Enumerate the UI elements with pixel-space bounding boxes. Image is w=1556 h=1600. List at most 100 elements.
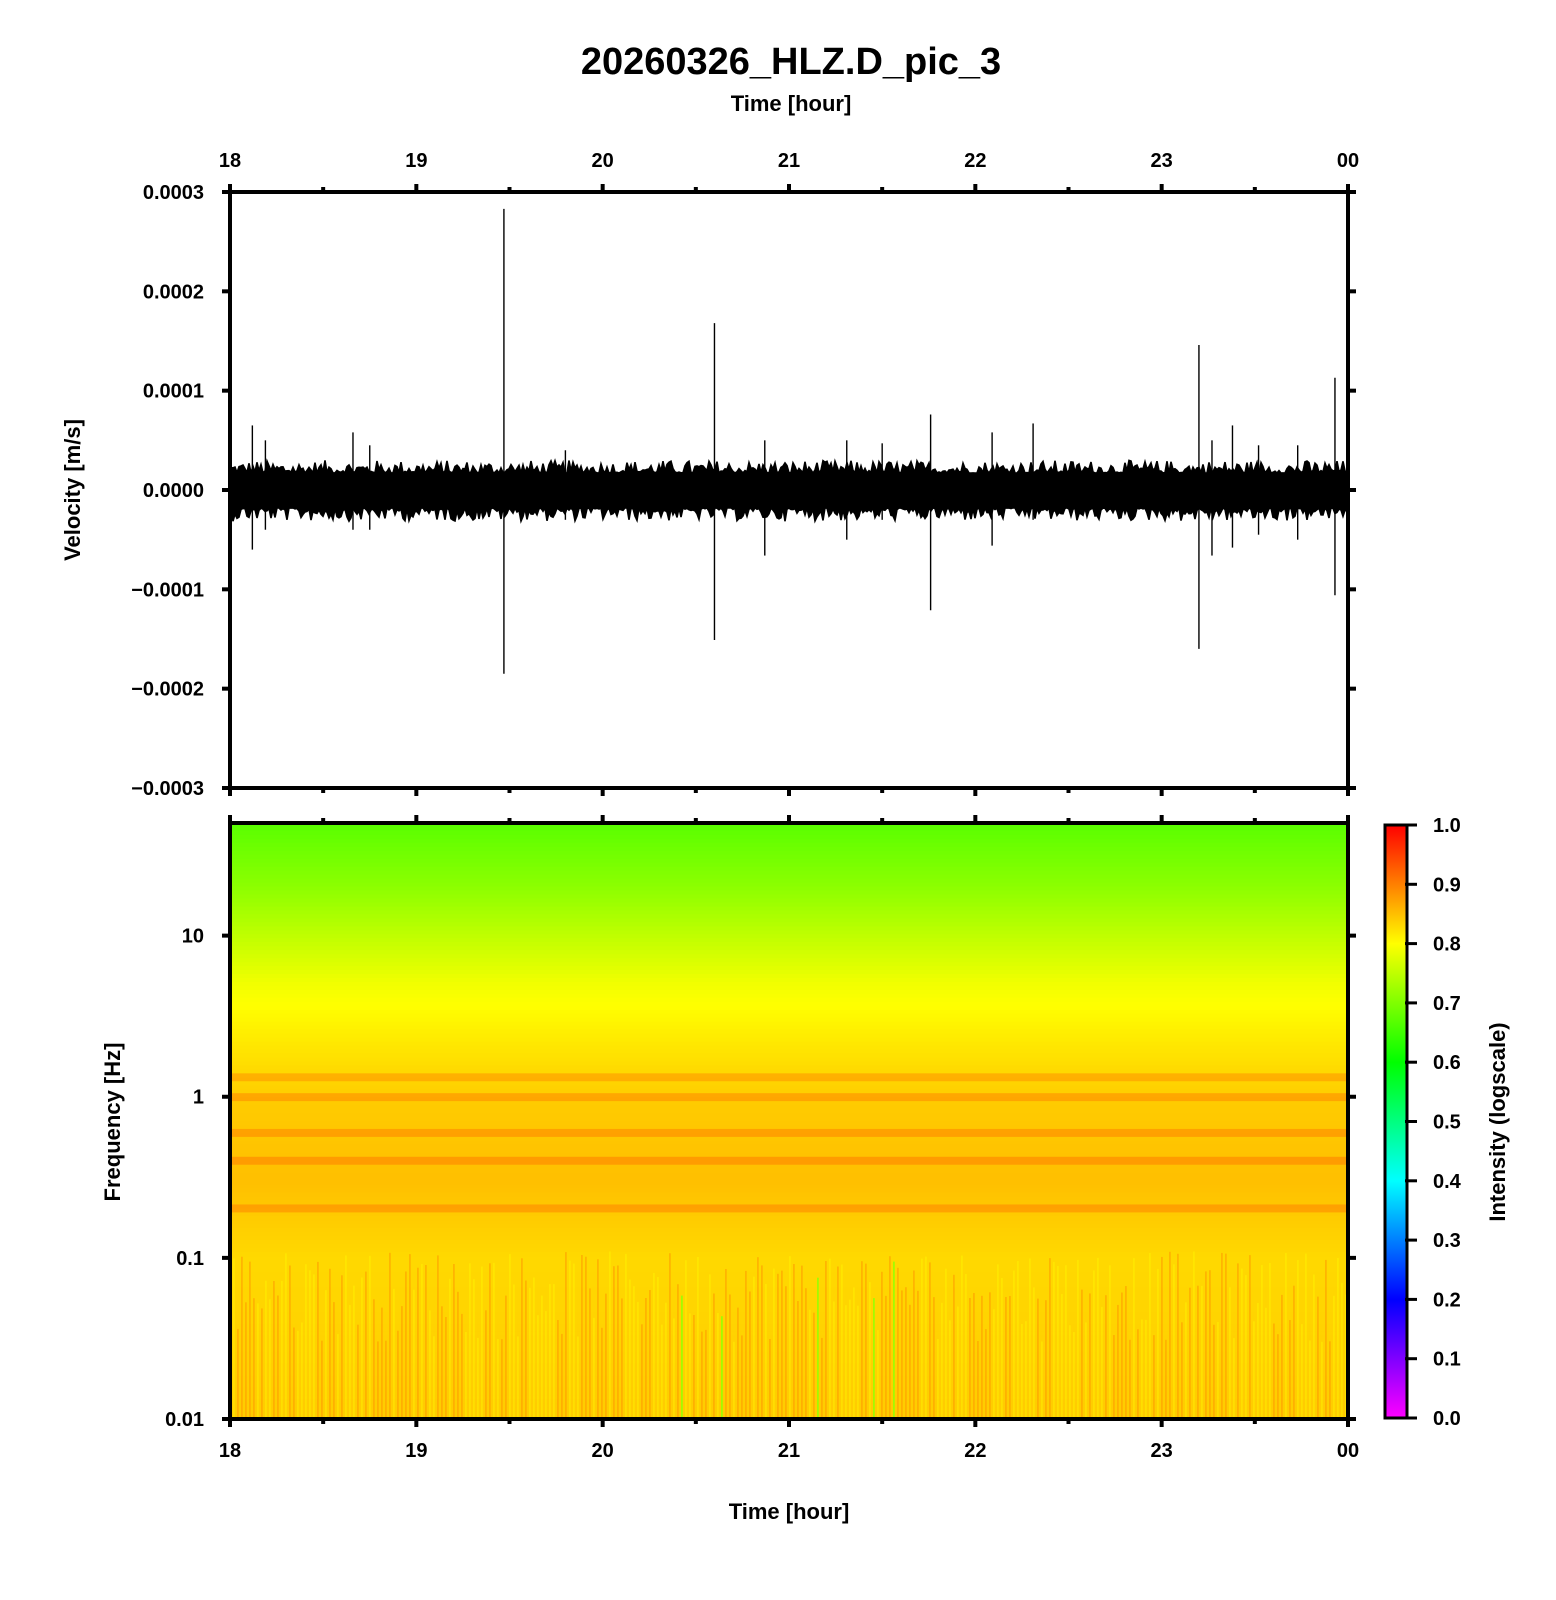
spectrogram-streak bbox=[1013, 1270, 1015, 1419]
spectrogram-frequency-band bbox=[230, 1160, 1348, 1166]
spectrogram-streak bbox=[973, 1293, 975, 1419]
spectrogram-frequency-band bbox=[230, 1017, 1348, 1023]
spectrogram-frequency-band bbox=[230, 1061, 1348, 1066]
spectrogram-frequency-band bbox=[230, 1331, 1348, 1337]
spectrogram-frequency-band bbox=[230, 846, 1348, 852]
spectrogram-frequency-band bbox=[230, 1025, 1348, 1031]
spectrogram-streak bbox=[669, 1253, 671, 1419]
spectrogram-streak bbox=[1217, 1322, 1219, 1419]
spectrogram-x-tick-label: 18 bbox=[219, 1440, 241, 1462]
spectrogram-streak bbox=[521, 1258, 523, 1419]
spectrogram-streak bbox=[909, 1304, 911, 1419]
spectrogram-streak bbox=[1245, 1275, 1247, 1419]
spectrogram-streak bbox=[481, 1266, 483, 1419]
spectrogram-frequency-band bbox=[230, 1049, 1348, 1055]
spectrogram-frequency-band bbox=[230, 914, 1348, 919]
spectrogram-streak bbox=[657, 1277, 659, 1419]
spectrogram-frequency-band bbox=[230, 1009, 1348, 1015]
seismogram-x-tick-label: 23 bbox=[1151, 150, 1173, 172]
colorbar-tick-label: 0.3 bbox=[1433, 1230, 1461, 1252]
spectrogram-streak bbox=[253, 1298, 255, 1419]
spectrogram-frequency-band bbox=[230, 1196, 1348, 1202]
spectrogram-streak bbox=[1117, 1304, 1119, 1419]
spectrogram-frequency-band bbox=[230, 838, 1348, 844]
spectrogram-streak bbox=[737, 1307, 739, 1419]
spectrogram-streak bbox=[585, 1256, 587, 1419]
spectrogram-y-tick-label: 1 bbox=[193, 1087, 204, 1109]
spectrogram-frequency-band bbox=[230, 910, 1348, 915]
spectrogram-frequency-band bbox=[230, 1121, 1348, 1126]
spectrogram-x-tick-label: 22 bbox=[964, 1440, 986, 1462]
spectrogram-streak bbox=[741, 1335, 743, 1419]
colorbar-tick-label: 0.7 bbox=[1433, 993, 1461, 1015]
spectrogram-streak bbox=[753, 1276, 755, 1419]
spectrogram-frequency-band bbox=[230, 1367, 1348, 1372]
spectrogram-streak bbox=[289, 1265, 291, 1419]
spectrogram-streak bbox=[529, 1287, 531, 1419]
spectrogram-streak bbox=[1005, 1297, 1007, 1419]
spectrogram-x-tick-label: 21 bbox=[778, 1440, 800, 1462]
spectrogram-streak bbox=[1189, 1287, 1191, 1419]
spectrogram-streak bbox=[1277, 1334, 1279, 1419]
spectrogram-frequency-band bbox=[230, 1033, 1348, 1039]
spectrogram-streak bbox=[725, 1269, 727, 1419]
spectrogram-streak bbox=[373, 1299, 375, 1419]
spectrogram-streak bbox=[1233, 1338, 1235, 1419]
spectrogram-streak bbox=[333, 1302, 335, 1419]
spectrogram-streak bbox=[721, 1316, 723, 1419]
spectrogram-streak bbox=[457, 1291, 459, 1419]
spectrogram-streak bbox=[893, 1261, 895, 1419]
colorbar-tick-label: 0.4 bbox=[1433, 1171, 1462, 1193]
spectrogram-streak bbox=[901, 1290, 903, 1419]
spectrogram-streak bbox=[285, 1253, 287, 1419]
spectrogram-streak bbox=[241, 1256, 243, 1419]
spectrogram-frequency-band bbox=[230, 1271, 1348, 1277]
spectrogram-streak bbox=[1109, 1265, 1111, 1419]
seismogram-y-tick-label: 0.0001 bbox=[143, 381, 204, 403]
spectrogram-frequency-band bbox=[230, 874, 1348, 880]
spectrogram-streak bbox=[1021, 1324, 1023, 1419]
spectrogram-streak bbox=[1213, 1324, 1215, 1419]
spectrogram-frequency-band bbox=[230, 997, 1348, 1003]
spectrogram-streak bbox=[1033, 1287, 1035, 1419]
spectrogram-frequency-band bbox=[230, 1065, 1348, 1070]
spectrogram-streak bbox=[261, 1308, 263, 1419]
spectrogram-streak bbox=[985, 1329, 987, 1419]
seismogram-y-tick-label: −0.0003 bbox=[131, 778, 204, 800]
spectrogram-streak bbox=[1017, 1261, 1019, 1419]
spectrogram-frequency-band bbox=[230, 850, 1348, 856]
spectrogram-streak bbox=[1165, 1339, 1167, 1419]
spectrogram-streak bbox=[889, 1256, 891, 1419]
spectrogram-frequency-band bbox=[230, 1291, 1348, 1297]
spectrogram-panel: 10 1 0.1 0.01 18 19 20 21 22 23 00 Frequency [Hz]… bbox=[100, 815, 1359, 1524]
spectrogram-streak bbox=[1285, 1253, 1287, 1419]
spectrogram-streak bbox=[1265, 1307, 1267, 1419]
spectrogram-frequency-band bbox=[230, 1192, 1348, 1198]
spectrogram-streak bbox=[281, 1280, 283, 1419]
spectrogram-streak bbox=[1097, 1257, 1099, 1419]
seismogram-panel: 0.0003 0.0002 0.0001 0.0000 −0.0001 −0.0002 −0… bbox=[60, 150, 1359, 800]
spectrogram-streak bbox=[1301, 1324, 1303, 1419]
spectrogram-streak bbox=[785, 1286, 787, 1419]
spectrogram-streak bbox=[961, 1255, 963, 1419]
spectrogram-frequency-band bbox=[230, 1244, 1348, 1249]
spectrogram-streak bbox=[917, 1290, 919, 1419]
spectrogram-streak bbox=[621, 1298, 623, 1419]
spectrogram-streak bbox=[561, 1333, 563, 1419]
spectrogram-streak bbox=[1205, 1271, 1207, 1419]
colorbar-tick-label: 0.9 bbox=[1433, 874, 1461, 896]
spectrogram-streak bbox=[781, 1270, 783, 1419]
seismogram-y-tick-label: 0.0000 bbox=[143, 480, 204, 502]
spectrogram-x-tick-label: 00 bbox=[1337, 1440, 1359, 1462]
spectrogram-streak bbox=[953, 1274, 955, 1419]
spectrogram-frequency-band bbox=[230, 1351, 1348, 1357]
spectrogram-frequency-band bbox=[230, 1077, 1348, 1082]
spectrogram-streak bbox=[1261, 1265, 1263, 1419]
spectrogram-frequency-band bbox=[230, 1347, 1348, 1353]
spectrogram-streak bbox=[1321, 1341, 1323, 1419]
spectrogram-streak bbox=[681, 1295, 683, 1419]
spectrogram-streak bbox=[329, 1268, 331, 1419]
spectrogram-frequency-band bbox=[230, 826, 1348, 832]
spectrogram-streak bbox=[949, 1320, 951, 1419]
spectrogram-y-tick-label: 0.1 bbox=[176, 1248, 204, 1270]
